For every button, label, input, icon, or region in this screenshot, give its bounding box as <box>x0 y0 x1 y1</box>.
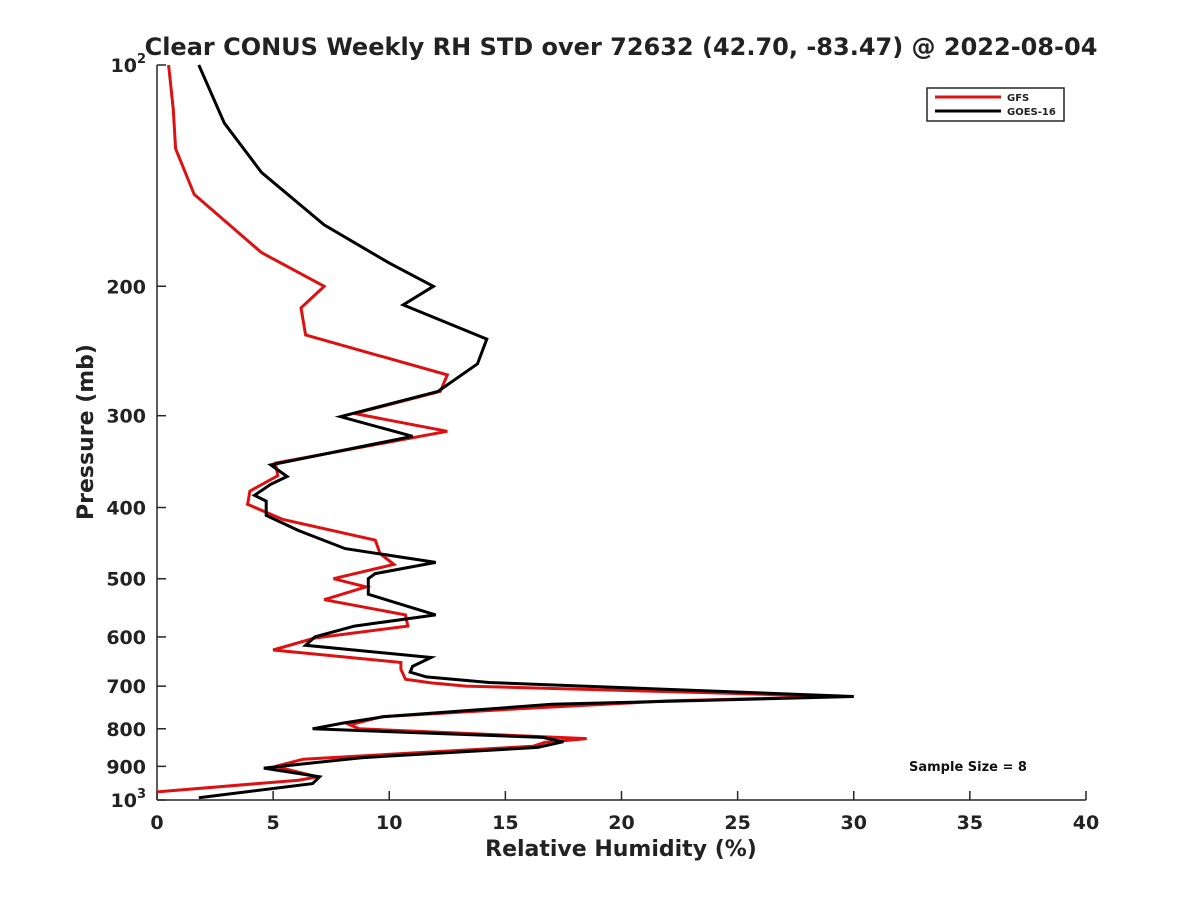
y-axis-label: Pressure (mb) <box>74 344 99 520</box>
y-tick-label: 400 <box>106 498 146 520</box>
y-tick-label: 900 <box>106 756 146 778</box>
x-tick-label: 15 <box>492 812 518 834</box>
y-tick-label: 700 <box>106 676 146 698</box>
y-tick-label: 500 <box>106 569 146 591</box>
x-tick-label: 5 <box>267 812 280 834</box>
chart-title: Clear CONUS Weekly RH STD over 72632 (42… <box>145 33 1098 61</box>
series-line-goes-16 <box>197 64 854 800</box>
y-tick-label: 800 <box>106 719 146 741</box>
x-tick-label: 20 <box>608 812 634 834</box>
axes: 0 5 10 15 20 25 30 35 40 102 200 300 400 500 600 700 800… <box>106 52 1099 834</box>
y-tick-label: 300 <box>106 406 146 428</box>
y-tick-label: 103 <box>111 787 147 812</box>
x-tick-label: 40 <box>1073 812 1099 834</box>
legend-label: GOES-16 <box>1007 107 1056 118</box>
x-axis-label: Relative Humidity (%) <box>485 837 757 862</box>
x-tick-label: 10 <box>376 812 402 834</box>
series-layer <box>156 64 854 800</box>
x-tick-label: 25 <box>724 812 750 834</box>
x-tick-label: 35 <box>957 812 983 834</box>
sample-size-annotation: Sample Size = 8 <box>909 760 1027 775</box>
y-tick-label: 102 <box>111 52 147 77</box>
x-tick-label: 0 <box>150 812 163 834</box>
x-tick-label: 30 <box>841 812 867 834</box>
legend-box <box>926 87 1065 122</box>
y-tick-label: 600 <box>106 627 146 649</box>
legend: GFS GOES-16 <box>926 87 1065 122</box>
legend-label: GFS <box>1007 93 1029 104</box>
y-tick-label: 200 <box>106 276 146 298</box>
